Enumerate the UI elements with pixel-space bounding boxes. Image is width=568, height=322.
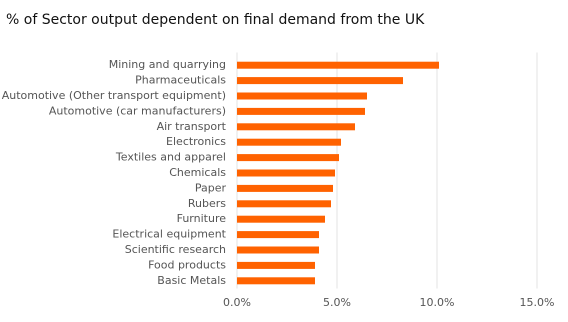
y-tick-label: Furniture [177, 212, 227, 225]
bar [237, 92, 367, 100]
y-tick-label: Electronics [166, 135, 226, 148]
bar [237, 169, 335, 177]
bar [237, 107, 365, 115]
bar [237, 77, 403, 85]
chart-title: % of Sector output dependent on final de… [6, 12, 425, 28]
bar [237, 246, 319, 254]
bar [237, 231, 319, 239]
bar [237, 261, 315, 269]
bar [237, 184, 333, 192]
bar [237, 138, 341, 146]
y-tick-label: Scientific research [125, 243, 226, 256]
y-tick-label: Food products [148, 258, 226, 271]
y-tick-label: Automotive (Other transport equipment) [2, 89, 226, 102]
x-tick-label: 0.0% [223, 296, 251, 309]
y-tick-label: Automotive (car manufacturers) [49, 104, 226, 117]
y-tick-label: Paper [195, 181, 227, 194]
bar [237, 61, 439, 69]
bar [237, 200, 331, 208]
bar [237, 154, 339, 162]
y-tick-label: Basic Metals [157, 274, 226, 287]
x-tick-label: 5.0% [323, 296, 351, 309]
y-tick-label: Mining and quarrying [109, 58, 226, 71]
bar [237, 277, 315, 285]
bar [237, 123, 355, 131]
x-tick-label: 10.0% [420, 296, 455, 309]
y-tick-label: Textiles and apparel [115, 151, 226, 164]
y-tick-label: Chemicals [169, 166, 226, 179]
bar [237, 215, 325, 223]
y-tick-label: Air transport [157, 120, 227, 133]
y-tick-label: Electrical equipment [112, 228, 226, 241]
y-tick-label: Pharmaceuticals [135, 74, 226, 87]
y-tick-label: Rubers [188, 197, 226, 210]
x-tick-label: 15.0% [520, 296, 555, 309]
